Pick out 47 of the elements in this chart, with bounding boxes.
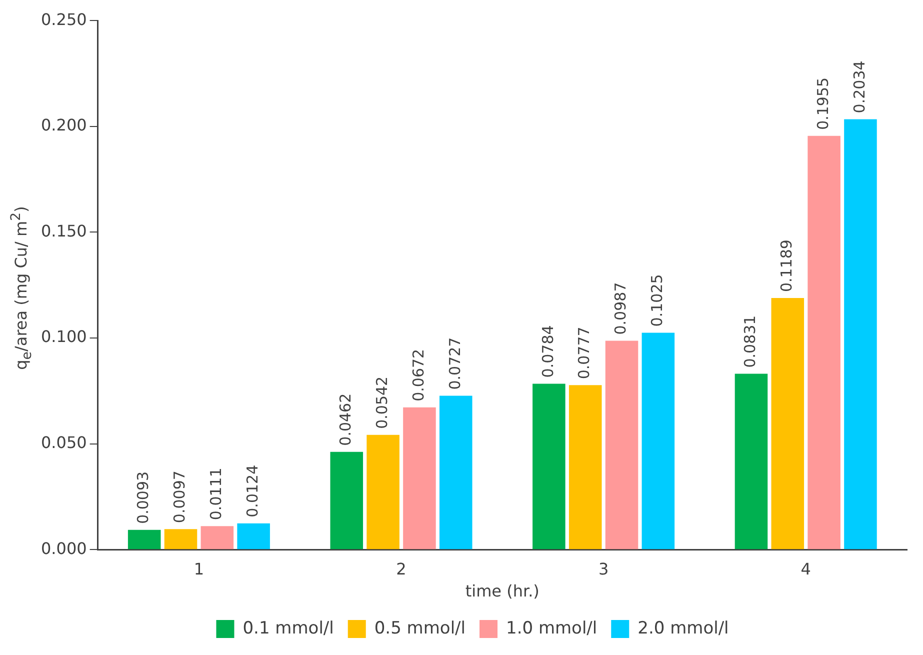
- bar: [403, 407, 436, 550]
- text: 0.150: [40, 221, 87, 240]
- x-tick-label: 4: [800, 559, 811, 578]
- bar: [237, 523, 270, 550]
- legend-label: 0.1 mmol/l: [242, 618, 334, 638]
- bar: [128, 530, 161, 550]
- legend-label: 0.5 mmol/l: [374, 618, 466, 638]
- data-label: 0.0462: [336, 393, 355, 446]
- text: 0.100: [40, 327, 87, 346]
- x-tick-label: 1: [194, 559, 204, 578]
- data-label: 0.1189: [778, 240, 796, 292]
- bar: [808, 136, 840, 550]
- data-label: 0.0727: [446, 337, 464, 390]
- bar: [844, 119, 877, 550]
- data-label: 0.0777: [575, 326, 594, 380]
- bar: [164, 529, 198, 550]
- data-label: 0.0784: [538, 325, 557, 378]
- data-label: 0.0672: [409, 348, 428, 402]
- legend-label: 2.0 mmol/l: [638, 618, 729, 638]
- data-label: 0.0124: [243, 464, 262, 518]
- text: 0.200: [40, 116, 87, 135]
- bar: [642, 332, 675, 550]
- bar: [532, 384, 566, 550]
- data-label: 0.0987: [612, 282, 630, 335]
- bar: [605, 340, 638, 550]
- text: 0.000: [40, 538, 87, 558]
- legend-label: 1.0 mmol/l: [506, 618, 598, 638]
- data-label: 0.1025: [648, 274, 666, 327]
- data-label: 0.0831: [741, 315, 760, 368]
- data-label: 0.1955: [814, 77, 832, 130]
- text: 0.250: [40, 10, 87, 29]
- x-tick-label: 2: [396, 559, 406, 578]
- data-label: 0.0097: [170, 470, 189, 524]
- data-label: 0.0111: [207, 468, 226, 520]
- bar: [330, 452, 364, 550]
- x-tick-label: 3: [598, 559, 609, 578]
- bar: [366, 434, 400, 550]
- data-label: 0.0542: [372, 376, 391, 429]
- bar: [200, 526, 234, 550]
- bar: [771, 298, 804, 550]
- data-label: 0.2034: [850, 60, 868, 114]
- bar: [439, 396, 472, 550]
- text: 0.050: [40, 432, 87, 452]
- data-label: 0.0093: [134, 471, 152, 524]
- x-axis-title: time (hr.): [465, 582, 540, 601]
- bar: [568, 385, 602, 550]
- bar: [734, 374, 768, 550]
